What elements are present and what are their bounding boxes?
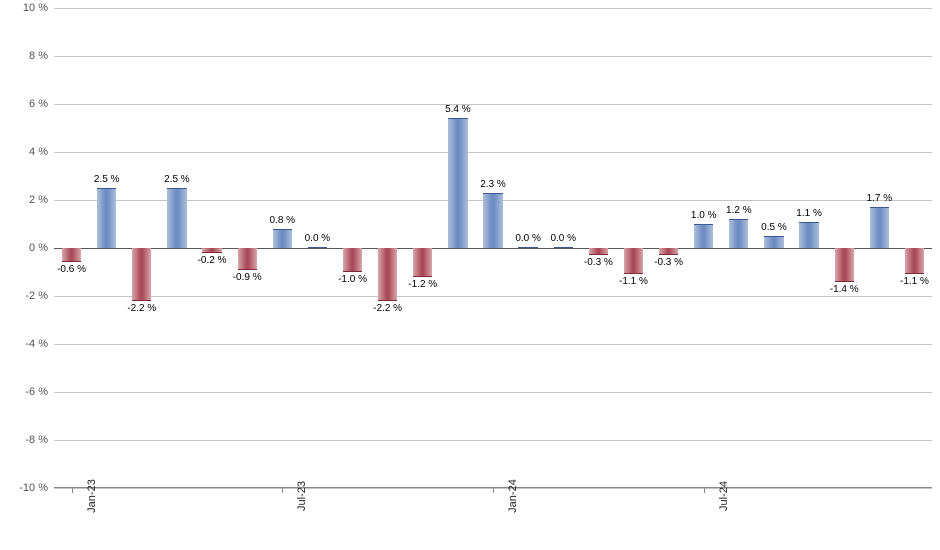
gridline [54, 248, 932, 249]
bar-value-label: -1.4 % [830, 284, 859, 295]
bar [448, 118, 467, 248]
bar-value-label: -2.2 % [127, 303, 156, 314]
gridline [54, 104, 932, 105]
bar-value-label: 2.5 % [94, 174, 120, 185]
y-tick-label: -6 % [25, 386, 54, 398]
y-tick-label: 10 % [23, 2, 54, 14]
gridline [54, 344, 932, 345]
bar [518, 247, 537, 248]
bar-value-label: 5.4 % [445, 104, 471, 115]
bar-value-label: 0.8 % [269, 215, 295, 226]
y-tick-label: -10 % [19, 482, 54, 494]
bar-value-label: 0.5 % [761, 222, 787, 233]
gridline [54, 392, 932, 393]
y-tick-label: 4 % [29, 146, 54, 158]
percent-change-bar-chart: -10 % -8 % -6 % -4 % -2 % 0 % 2 % 4 % 6 % 8 % 10 %… [0, 0, 940, 550]
bar [870, 207, 889, 248]
x-tick-label: Jan-23 [72, 479, 98, 513]
bar [835, 248, 854, 282]
bar-value-label: -1.0 % [338, 274, 367, 285]
bar [624, 248, 643, 274]
bar-value-label: 2.5 % [164, 174, 190, 185]
bar [167, 188, 186, 248]
y-tick-label: 0 % [29, 242, 54, 254]
bar-value-label: 0.0 % [550, 233, 576, 244]
bar-value-label: 1.1 % [796, 208, 822, 219]
bar [589, 248, 608, 255]
bar-value-label: -0.9 % [233, 272, 262, 283]
y-tick-label: 6 % [29, 98, 54, 110]
gridline [54, 8, 932, 9]
bar [378, 248, 397, 301]
bar [202, 248, 221, 253]
bar [729, 219, 748, 248]
bar-value-label: -2.2 % [373, 303, 402, 314]
bar-value-label: -0.3 % [654, 257, 683, 268]
bar [238, 248, 257, 270]
plot-area: -10 %-8 %-6 %-4 %-2 %0 %2 %4 %6 %8 %10 %… [54, 8, 932, 488]
bar [764, 236, 783, 248]
gridline [54, 152, 932, 153]
bar [905, 248, 924, 274]
bar [554, 247, 573, 248]
bar [62, 248, 81, 262]
bar-value-label: 2.3 % [480, 179, 506, 190]
gridline [54, 296, 932, 297]
bar-value-label: -1.1 % [900, 276, 929, 287]
y-tick-label: -2 % [25, 290, 54, 302]
bar-value-label: 0.0 % [515, 233, 541, 244]
x-tick-label: Jan-24 [493, 479, 519, 513]
bar-value-label: -0.6 % [57, 264, 86, 275]
gridline [54, 440, 932, 441]
gridline [54, 56, 932, 57]
bar [659, 248, 678, 255]
bar-value-label: -1.2 % [408, 279, 437, 290]
bar-value-label: 1.0 % [691, 210, 717, 221]
y-tick-label: -8 % [25, 434, 54, 446]
bar [132, 248, 151, 301]
x-tick-label: Jul-23 [282, 481, 308, 511]
y-tick-label: -4 % [25, 338, 54, 350]
y-tick-label: 8 % [29, 50, 54, 62]
bar-value-label: -0.2 % [198, 255, 227, 266]
bar [413, 248, 432, 277]
bar [799, 222, 818, 248]
bar [694, 224, 713, 248]
x-tick-label: Jul-24 [704, 481, 730, 511]
bar [273, 229, 292, 248]
bar-value-label: -0.3 % [584, 257, 613, 268]
bar-value-label: 1.2 % [726, 205, 752, 216]
bar-value-label: 1.7 % [867, 193, 893, 204]
bar [97, 188, 116, 248]
bar [343, 248, 362, 272]
bar-value-label: -1.1 % [619, 276, 648, 287]
y-tick-label: 2 % [29, 194, 54, 206]
bar [483, 193, 502, 248]
bar [308, 247, 327, 248]
bar-value-label: 0.0 % [305, 233, 331, 244]
